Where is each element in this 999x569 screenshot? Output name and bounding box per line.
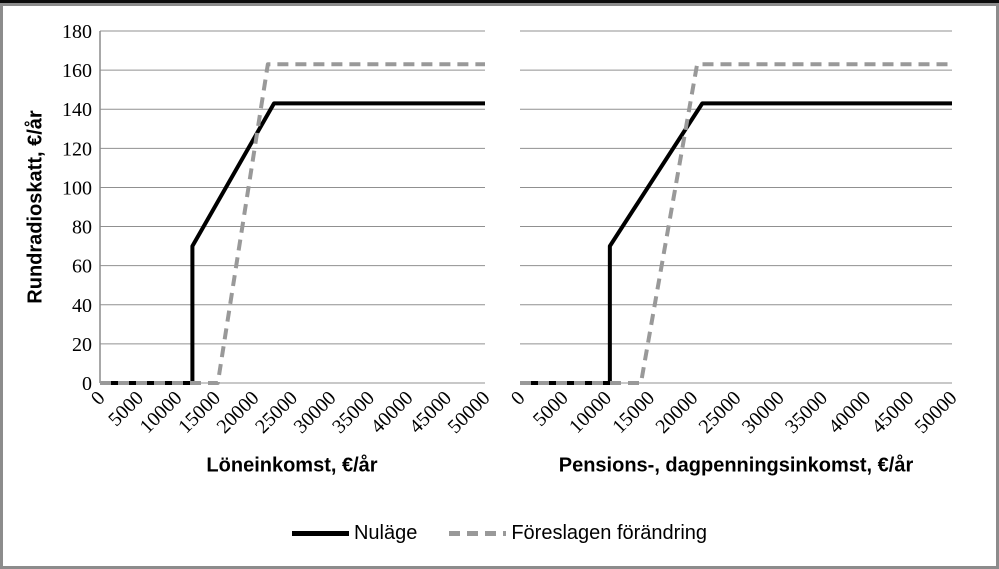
legend-line-sample-dashed (449, 531, 507, 536)
x-tick-label: 15000 (174, 387, 225, 438)
y-tick-label: 100 (62, 177, 92, 199)
y-tick-label: 140 (62, 99, 92, 121)
x-tick-label: 35000 (328, 387, 379, 438)
x-tick-label: 0 (87, 387, 110, 410)
x-axis-title-left: Löneinkomst, €/år (206, 454, 378, 477)
plot-right: 0 500010000150002000025000300003500040000… (507, 30, 962, 438)
y-tick-label: 40 (72, 295, 92, 317)
legend-item-foreslagen: Föreslagen förändring (449, 522, 707, 545)
y-axis-title: Rundradioskatt, €/år (24, 110, 47, 304)
x-tick-label: 15000 (608, 387, 659, 438)
x-tick-label: 25000 (251, 387, 302, 438)
x-tick-label: 40000 (367, 387, 418, 438)
y-tick-label: 180 (62, 21, 92, 43)
x-tick-label: 40000 (824, 387, 875, 438)
legend-label: Föreslagen förändring (511, 522, 708, 544)
figure-frame (0, 3, 999, 569)
y-tick-label: 160 (62, 60, 92, 82)
top-border-line (0, 0, 999, 3)
x-tick-label: 45000 (867, 387, 918, 438)
y-tick-label: 80 (72, 217, 92, 239)
x-tick-label: 25000 (695, 387, 746, 438)
x-axis-title-right: Pensions-, dagpenningsinkomst, €/år (558, 454, 914, 477)
series-line-nulage (520, 101, 952, 385)
x-tick-label: 10000 (565, 387, 616, 438)
legend-line-sample-solid (291, 531, 349, 536)
x-tick-label: 30000 (738, 387, 789, 438)
x-tick-label: 30000 (290, 387, 341, 438)
x-tick-label: 35000 (781, 387, 832, 438)
x-tick-label: 45000 (405, 387, 456, 438)
series-line-foreslagen (520, 62, 952, 385)
x-tick-label: 20000 (651, 387, 702, 438)
legend-label: Nuläge (353, 522, 418, 544)
series-line-foreslagen (100, 62, 485, 385)
y-tick-label: 60 (72, 256, 92, 278)
x-tick-label: 20000 (213, 387, 264, 438)
x-tick-label: 0 (507, 387, 530, 410)
legend-item-nulage: Nuläge (291, 522, 418, 545)
x-tick-label: 50000 (444, 387, 495, 438)
y-tick-label: 0 (82, 373, 92, 395)
y-tick-label: 120 (62, 138, 92, 160)
x-tick-label: 10000 (136, 387, 187, 438)
series-line-nulage (100, 101, 485, 385)
legend: Nuläge Föreslagen förändring (0, 522, 999, 545)
plot-left: 0204060801001201401601800500010000150002… (62, 21, 495, 438)
y-tick-label: 20 (72, 334, 92, 356)
x-tick-label: 50000 (911, 387, 962, 438)
